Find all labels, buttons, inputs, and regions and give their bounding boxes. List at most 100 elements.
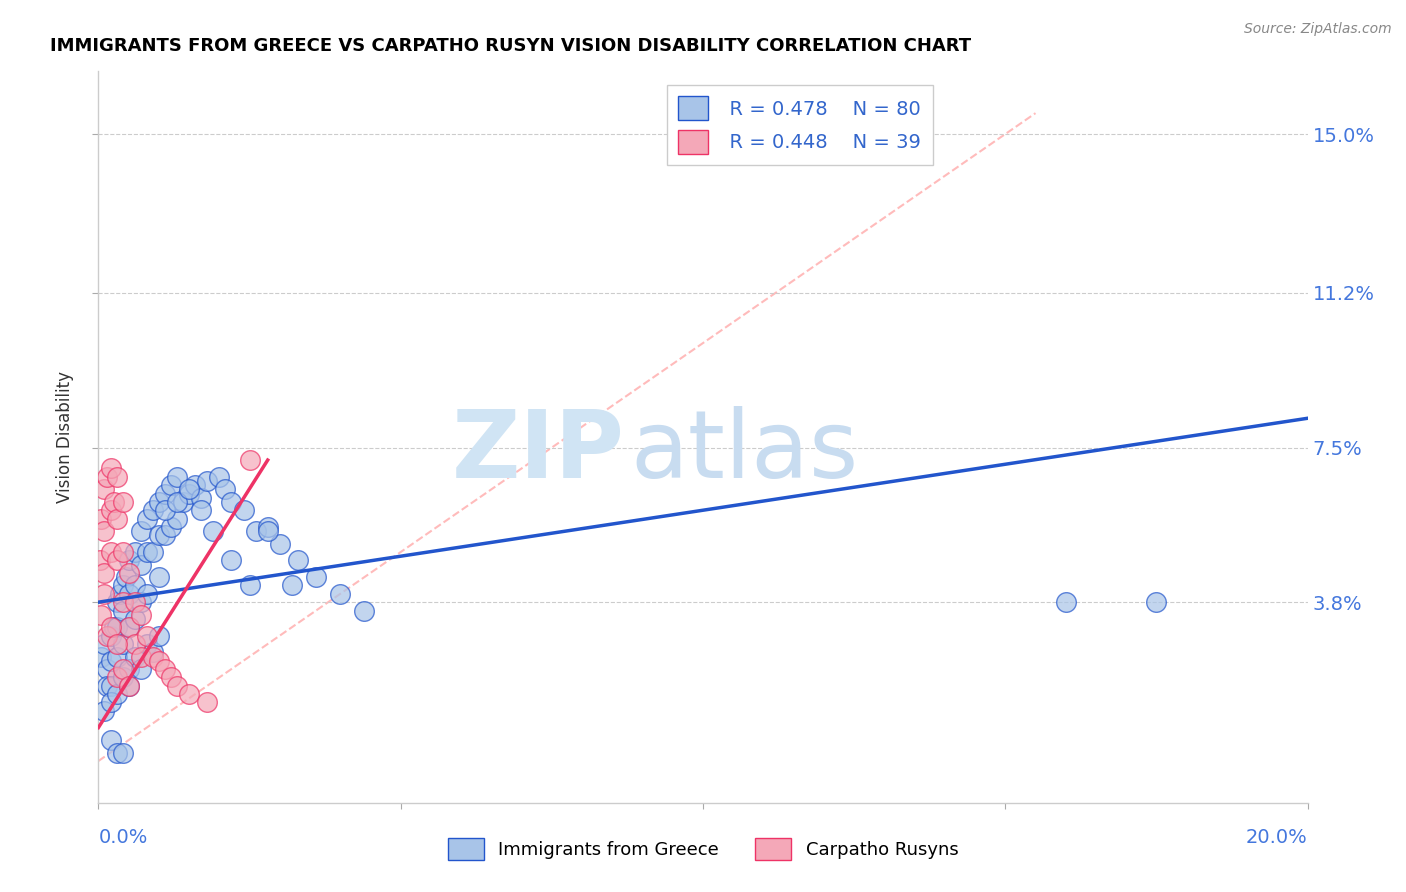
Point <box>118 566 141 580</box>
Point <box>148 654 170 668</box>
Point <box>100 629 122 643</box>
Point <box>190 491 212 505</box>
Point <box>166 679 188 693</box>
Point <box>148 528 170 542</box>
Point <box>111 495 134 509</box>
Point <box>129 595 152 609</box>
Text: atlas: atlas <box>630 406 859 498</box>
Point <box>166 511 188 525</box>
Point <box>111 662 134 676</box>
Point <box>129 607 152 622</box>
Point <box>135 511 157 525</box>
Point <box>111 595 134 609</box>
Point <box>142 645 165 659</box>
Point <box>142 545 165 559</box>
Point <box>105 620 128 634</box>
Point <box>160 520 183 534</box>
Point <box>135 545 157 559</box>
Point <box>153 528 176 542</box>
Point <box>103 620 125 634</box>
Point <box>190 503 212 517</box>
Point <box>118 662 141 676</box>
Point <box>166 495 188 509</box>
Point <box>100 503 122 517</box>
Point <box>100 733 122 747</box>
Point <box>148 495 170 509</box>
Point <box>153 486 176 500</box>
Point <box>329 587 352 601</box>
Point <box>103 495 125 509</box>
Point <box>111 670 134 684</box>
Point <box>287 553 309 567</box>
Point <box>239 578 262 592</box>
Point <box>135 629 157 643</box>
Point <box>195 474 218 488</box>
Point <box>93 524 115 538</box>
Point <box>142 649 165 664</box>
Point <box>148 629 170 643</box>
Point <box>100 461 122 475</box>
Point <box>93 587 115 601</box>
Point <box>256 524 278 538</box>
Point <box>160 478 183 492</box>
Point <box>239 453 262 467</box>
Legend: Immigrants from Greece, Carpatho Rusyns: Immigrants from Greece, Carpatho Rusyns <box>440 830 966 867</box>
Point <box>124 578 146 592</box>
Point <box>142 503 165 517</box>
Point <box>281 578 304 592</box>
Point <box>256 520 278 534</box>
Point <box>129 649 152 664</box>
Point <box>118 620 141 634</box>
Point <box>160 670 183 684</box>
Point <box>1054 595 1077 609</box>
Text: Source: ZipAtlas.com: Source: ZipAtlas.com <box>1244 22 1392 37</box>
Point <box>111 603 134 617</box>
Point <box>105 595 128 609</box>
Point <box>108 587 131 601</box>
Point <box>214 483 236 497</box>
Point <box>153 503 176 517</box>
Point <box>166 470 188 484</box>
Point <box>118 679 141 693</box>
Point <box>105 670 128 684</box>
Point <box>124 595 146 609</box>
Point <box>202 524 225 538</box>
Point <box>118 553 141 567</box>
Point <box>105 553 128 567</box>
Point <box>305 570 328 584</box>
Point <box>129 558 152 572</box>
Point <box>105 637 128 651</box>
Point <box>90 607 112 622</box>
Point <box>179 687 201 701</box>
Point <box>118 587 141 601</box>
Point <box>96 662 118 676</box>
Point <box>135 637 157 651</box>
Point <box>179 483 201 497</box>
Point <box>100 654 122 668</box>
Point <box>105 511 128 525</box>
Point <box>245 524 267 538</box>
Point <box>93 637 115 651</box>
Point <box>89 553 111 567</box>
Point <box>100 696 122 710</box>
Point <box>179 486 201 500</box>
Point <box>100 545 122 559</box>
Point <box>129 524 152 538</box>
Point <box>105 687 128 701</box>
Text: 0.0%: 0.0% <box>98 828 148 847</box>
Point <box>195 696 218 710</box>
Point <box>135 587 157 601</box>
Point <box>114 570 136 584</box>
Point <box>105 746 128 760</box>
Point <box>90 649 112 664</box>
Point <box>96 679 118 693</box>
Point <box>118 679 141 693</box>
Point <box>93 483 115 497</box>
Point <box>105 470 128 484</box>
Point <box>124 545 146 559</box>
Point <box>105 649 128 664</box>
Point <box>124 637 146 651</box>
Point <box>93 704 115 718</box>
Point <box>232 503 254 517</box>
Point <box>93 566 115 580</box>
